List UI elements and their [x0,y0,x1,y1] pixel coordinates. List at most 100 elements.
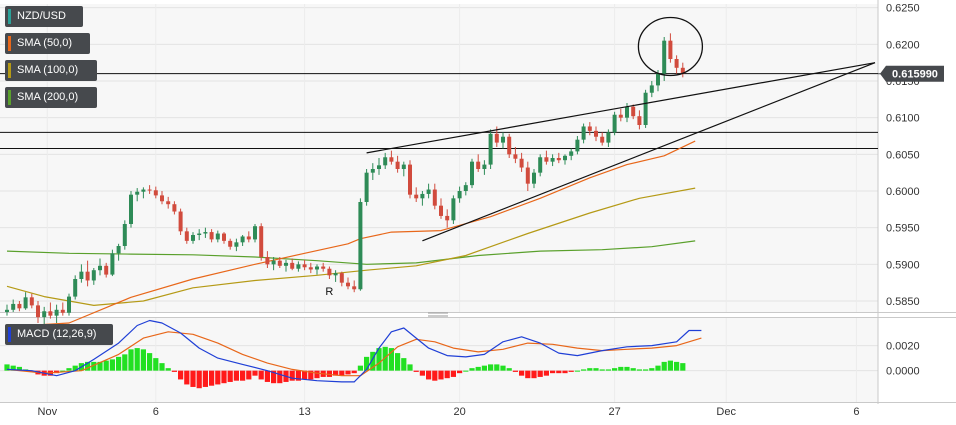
macd-swatch [8,327,11,342]
macd-histogram-bar [568,370,574,372]
macd-histogram-bar [655,365,661,371]
macd-histogram-bar [72,365,78,371]
candle-body [476,161,481,169]
x-tick-label: Nov [38,406,58,418]
x-tick-label: 13 [298,406,310,418]
x-tick-label: 6 [853,406,859,418]
candle-body [488,133,493,165]
candle-body [215,233,220,240]
macd-histogram-bar [550,370,556,374]
candle-body [680,67,685,74]
candle-body [308,267,313,270]
candle-body [532,172,536,184]
macd-histogram-bar [221,370,227,384]
candle-body [339,273,344,283]
macd-histogram-bar [345,370,351,375]
candle-body [364,172,369,202]
macd-histogram-bar [97,361,103,371]
candle-body [265,257,270,265]
macd-histogram-bar [488,364,494,371]
candle-body [36,305,40,318]
candle-body [222,233,226,241]
candle-body [358,202,363,290]
macd-histogram-bar [531,370,537,379]
candle-body [346,282,350,287]
macd-histogram-bar [587,368,593,371]
legend-symbol-label: NZD/USD [17,10,66,22]
candle-body [147,189,152,191]
macd-histogram-bar [295,370,301,381]
candle-body [98,265,102,271]
last-price-tag [880,65,944,82]
candle-body [389,157,394,162]
trendline [366,62,876,154]
sma50-swatch [8,36,11,51]
macd-histogram-bar [457,370,463,374]
macd-histogram-bar [357,365,363,371]
sma50-line [6,140,696,328]
macd-histogram-bar [556,370,562,374]
macd-histogram-bar [463,370,469,372]
price-tick-label: 0.6050 [886,149,920,161]
candle-body [178,211,183,232]
macd-histogram-bar [103,360,109,371]
candle-body [625,106,629,118]
macd-histogram-bar [438,370,444,380]
candle-body [513,154,518,159]
candle-body [581,126,586,140]
candle-body [662,40,667,74]
candle-body [284,262,288,266]
macd-histogram-bar [271,370,277,384]
legend-sma100-label: SMA (100,0) [17,64,79,76]
macd-histogram-bar [116,356,122,371]
candle-body [48,311,53,316]
candle-body [637,116,642,125]
legend-symbol[interactable]: NZD/USD [5,6,83,27]
candle-body [141,189,146,192]
legend-macd[interactable]: MACD (12,26,9) [5,324,113,345]
candle-body [501,136,505,143]
candle-body [606,132,611,143]
price-panel-bg [0,4,878,312]
macd-histogram-bar [184,370,190,385]
macd-histogram-bar [122,354,128,371]
macd-tick-label: 0.0000 [886,366,920,378]
macd-histogram-bar [618,366,624,371]
candle-body [575,139,580,152]
macd-histogram-bar [382,346,388,371]
price-tick-label: 0.6250 [886,3,920,15]
sma200-line [6,240,696,265]
macd-histogram-bar [512,370,518,372]
candle-body [184,231,189,241]
candle-body [135,191,140,195]
legend-sma50-label: SMA (50,0) [17,37,73,49]
candle-body [451,198,456,221]
macd-histogram-bar [333,370,339,376]
macd-histogram-bar [370,351,376,371]
macd-tick-label: 0.0020 [886,341,920,353]
candle-body [302,264,307,268]
macd-histogram-bar [519,370,525,376]
candle-body [600,136,605,143]
candle-body [643,92,648,125]
macd-histogram-bar [364,356,370,371]
legend-macd-label: MACD (12,26,9) [17,328,97,340]
candle-body [395,161,400,169]
highlight-circle [637,16,704,77]
macd-histogram-bar [543,370,549,376]
macd-histogram-bar [4,364,10,371]
macd-histogram-bar [450,370,456,377]
candle-body [563,155,567,161]
legend-sma100[interactable]: SMA (100,0) [5,60,97,81]
macd-signal-line [6,331,702,377]
legend-sma200[interactable]: SMA (200,0) [5,87,97,108]
legend-sma50[interactable]: SMA (50,0) [5,33,90,54]
macd-histogram-bar [643,369,649,371]
candle-body [228,240,233,247]
sma100-swatch [8,63,11,78]
candle-body [271,260,276,265]
macd-histogram-bar [289,370,295,381]
macd-histogram-bar [10,365,16,371]
x-tick-label: 6 [153,406,159,418]
